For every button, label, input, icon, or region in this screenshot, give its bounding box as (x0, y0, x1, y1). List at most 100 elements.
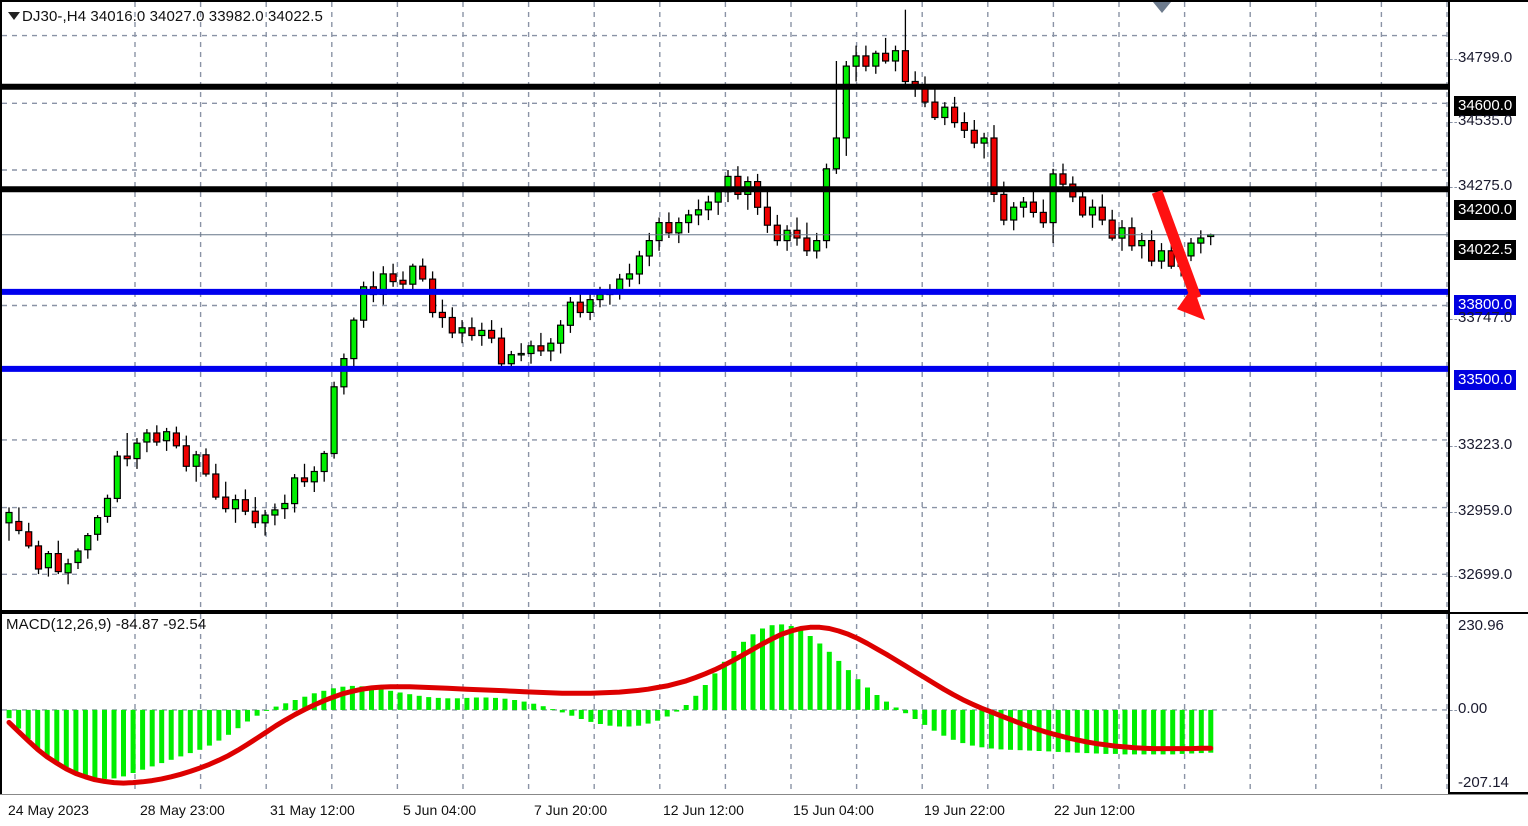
price-axis[interactable]: 34799.0 34600.0 34535.0 34275.0 34200.0 34022… (1448, 0, 1528, 794)
candle-bullish (478, 329, 486, 337)
price-axis-tick (1450, 187, 1457, 188)
macd-histogram-bar (1170, 709, 1176, 755)
macd-histogram-bar (1160, 709, 1166, 755)
candle-bullish (93, 516, 102, 535)
macd-histogram-bar (817, 643, 823, 710)
macd-histogram-bar (292, 700, 298, 710)
macd-histogram-bar (416, 695, 422, 710)
candle-bearish (497, 337, 506, 365)
macd-histogram-bar (349, 685, 355, 710)
macd-histogram-bar (264, 709, 270, 711)
candle-bullish (74, 550, 82, 564)
price-axis-tag[interactable]: 33800.0 (1454, 295, 1517, 315)
price-axis-label: 34535.0 (1458, 112, 1513, 129)
macd-histogram-bar (63, 709, 69, 768)
candle-bearish (429, 278, 437, 314)
candle-bullish (684, 214, 693, 224)
macd-histogram-bar (1141, 709, 1147, 755)
candle-bullish (813, 240, 821, 252)
candle-bullish (163, 431, 171, 442)
macd-histogram-bar (988, 709, 994, 749)
candle-bullish (458, 327, 466, 334)
price-axis-tick (1450, 446, 1457, 447)
macd-histogram-bar (1027, 709, 1033, 751)
candle-bullish (113, 455, 121, 500)
price-axis-tag[interactable]: 33500.0 (1454, 370, 1517, 390)
candle-bearish (1029, 201, 1038, 214)
macd-axis-label: 230.96 (1458, 617, 1504, 634)
candle-bullish (103, 497, 112, 517)
macd-histogram-bar (25, 709, 31, 739)
candle-bullish (556, 324, 565, 344)
candle-bullish (340, 358, 348, 388)
candle-bullish (1049, 173, 1057, 224)
candle-bearish (1098, 206, 1106, 221)
triangle-down-icon[interactable] (8, 12, 20, 20)
candle-bullish (1019, 201, 1028, 208)
candle-bearish (389, 273, 397, 283)
candle-bearish (25, 531, 33, 547)
price-axis-label: 34275.0 (1458, 177, 1513, 194)
macd-histogram-bar (531, 703, 537, 710)
candle-bullish (635, 255, 644, 275)
macd-histogram-bar (674, 709, 680, 712)
macd-histogram-bar (788, 626, 794, 710)
candle-bearish (1147, 240, 1156, 262)
macd-histogram-bar (578, 709, 584, 719)
macd-histogram-bar (1198, 709, 1204, 754)
candle-bullish (133, 442, 141, 460)
price-axis-tag[interactable]: 34022.5 (1454, 240, 1517, 260)
macd-histogram-bar (273, 706, 279, 710)
candle-bearish (734, 175, 742, 195)
macd-histogram-bar (807, 636, 813, 710)
candle-bearish (803, 237, 811, 252)
candle-bearish (1000, 193, 1008, 221)
candle-bullish (281, 502, 289, 510)
macd-histogram-bar (655, 709, 661, 721)
candle-bearish (15, 520, 23, 532)
candle-bullish (832, 137, 841, 170)
macd-histogram-bar (741, 641, 746, 710)
candle-bullish (507, 354, 515, 365)
candle-bullish (291, 477, 299, 505)
macd-histogram-bar (626, 709, 632, 727)
candle-bearish (931, 101, 939, 119)
macd-axis-label: 0.00 (1458, 700, 1488, 717)
candle-bearish (1167, 250, 1175, 267)
macd-histogram-bar (1065, 709, 1071, 753)
macd-histogram-bar (1103, 709, 1109, 754)
macd-histogram-bar (998, 709, 1004, 750)
macd-histogram-bar (664, 709, 670, 717)
macd-histogram-bar (235, 709, 241, 729)
candle-bearish (399, 279, 407, 285)
candle-bullish (1118, 227, 1126, 239)
macd-histogram-bar (197, 709, 203, 750)
candle-bearish (1108, 219, 1116, 239)
price-axis-tag[interactable]: 34600.0 (1454, 96, 1517, 116)
macd-histogram-bar (226, 709, 231, 735)
macd-histogram-bar (407, 694, 413, 710)
candle-bullish (231, 499, 240, 510)
candle-bearish (862, 55, 870, 67)
axis-pane-divider (1450, 612, 1528, 614)
macd-histogram-bar (502, 698, 508, 710)
macd-histogram-bar (855, 679, 861, 710)
macd-histogram-bar (721, 661, 727, 710)
macd-histogram-bar (426, 697, 432, 710)
macd-indicator-pane[interactable] (0, 612, 1450, 798)
candle-bullish (714, 191, 722, 203)
candle-bearish (438, 311, 446, 319)
price-axis-tag[interactable]: 34200.0 (1454, 200, 1517, 220)
macd-histogram-bar (969, 709, 975, 746)
time-axis-label: 31 May 12:00 (270, 802, 355, 818)
macd-histogram-bar (445, 698, 451, 710)
macd-histogram-bar (540, 706, 546, 710)
time-axis[interactable]: 24 May 2023 28 May 23:00 31 May 12:00 5 Jun… (0, 794, 1528, 826)
price-axis-label: 34799.0 (1458, 49, 1513, 66)
macd-histogram-bar (1189, 709, 1195, 754)
price-axis-label: 32699.0 (1458, 566, 1513, 583)
macd-histogram-bar (369, 687, 374, 710)
candle-bearish (251, 510, 259, 524)
price-chart-pane[interactable] (0, 0, 1450, 612)
macd-histogram-bar (683, 705, 689, 710)
